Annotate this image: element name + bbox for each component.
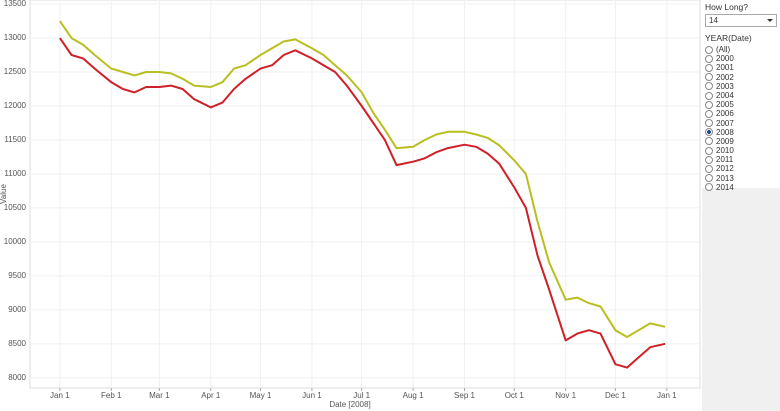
option-label: 2010 bbox=[716, 146, 734, 156]
radio-option[interactable]: 2005 bbox=[705, 100, 777, 109]
radio-button[interactable] bbox=[705, 155, 713, 164]
plot-area bbox=[29, 0, 701, 389]
chart: Date [2008] Value 8000 8500 9000 9500 10000 1… bbox=[0, 0, 701, 409]
option-label: (All) bbox=[716, 45, 731, 54]
y-tick-label: 10500 bbox=[4, 203, 27, 212]
x-tick-label: Jan 1 bbox=[657, 391, 677, 400]
y-tick-label: 11500 bbox=[4, 135, 26, 144]
x-tick-label: May 1 bbox=[250, 391, 272, 400]
radio-option[interactable]: 2010 bbox=[705, 146, 777, 155]
y-tick-label: 10000 bbox=[4, 237, 27, 246]
radio-option[interactable]: 2011 bbox=[705, 155, 777, 164]
option-label: 2006 bbox=[716, 109, 734, 119]
radio-option[interactable]: 2006 bbox=[705, 109, 777, 118]
option-label: 2009 bbox=[716, 136, 734, 146]
option-label: 2004 bbox=[716, 90, 734, 100]
radio-button[interactable] bbox=[705, 45, 713, 54]
x-tick-label: Jul 1 bbox=[353, 391, 370, 400]
x-tick-label: Sep 1 bbox=[454, 391, 475, 400]
radio-button[interactable] bbox=[705, 91, 713, 100]
radio-button[interactable] bbox=[705, 109, 713, 118]
x-tick-label: Jun 1 bbox=[302, 391, 322, 400]
radio-button[interactable] bbox=[705, 82, 713, 91]
x-axis-label: Date [2008] bbox=[329, 400, 370, 409]
radio-button[interactable] bbox=[705, 100, 713, 109]
radio-button[interactable] bbox=[705, 73, 713, 82]
option-label: 2012 bbox=[716, 164, 734, 174]
radio-button[interactable] bbox=[705, 146, 713, 155]
radio-option[interactable]: 2007 bbox=[705, 119, 777, 128]
filter-panel: How Long? 14 YEAR(Date) (All) 2000 2001 200… bbox=[702, 0, 780, 411]
radio-option[interactable]: 2009 bbox=[705, 137, 777, 146]
y-tick-label: 13500 bbox=[4, 0, 27, 8]
line bbox=[59, 20, 666, 338]
y-tick-label: 9000 bbox=[8, 305, 26, 314]
radio-button[interactable] bbox=[705, 137, 713, 146]
x-tick-label: Oct 1 bbox=[505, 391, 525, 400]
y-axis-label: Value bbox=[0, 184, 8, 204]
option-label: 2003 bbox=[716, 81, 734, 91]
radio-option[interactable]: 2000 bbox=[705, 54, 777, 63]
option-label: 2014 bbox=[716, 182, 734, 192]
y-tick-label: 9500 bbox=[8, 271, 26, 280]
x-tick-label: Nov 1 bbox=[555, 391, 576, 400]
radio-option[interactable]: 2003 bbox=[705, 82, 777, 91]
option-label: 2013 bbox=[716, 173, 734, 183]
filter-label: YEAR(Date) bbox=[705, 33, 752, 43]
radio-option[interactable]: (All) bbox=[705, 45, 777, 54]
radio-button[interactable] bbox=[705, 183, 713, 192]
y-tick-label: 13000 bbox=[4, 33, 27, 42]
y-tick-label: 8000 bbox=[8, 373, 26, 382]
radio-option[interactable]: 2001 bbox=[705, 63, 777, 72]
radio-option[interactable]: 2013 bbox=[705, 174, 777, 183]
x-tick-label: Aug 1 bbox=[403, 391, 424, 400]
radio-button[interactable] bbox=[705, 165, 713, 174]
radio-option[interactable]: 2012 bbox=[705, 164, 777, 173]
x-tick-label: Feb 1 bbox=[101, 391, 122, 400]
radio-option[interactable]: 2008 bbox=[705, 128, 777, 137]
option-label: 2011 bbox=[716, 155, 734, 165]
x-tick-label: Apr 1 bbox=[201, 391, 221, 400]
line bbox=[59, 37, 666, 369]
radio-option[interactable]: 2002 bbox=[705, 73, 777, 82]
option-label: 2000 bbox=[716, 54, 734, 64]
y-tick-label: 12000 bbox=[4, 101, 27, 110]
dropdown[interactable]: 14 bbox=[705, 14, 777, 27]
x-tick-label: Dec 1 bbox=[605, 391, 626, 400]
radio-button[interactable] bbox=[705, 63, 713, 72]
option-label: 2007 bbox=[716, 118, 734, 128]
options: (All) 2000 2001 2002 2003 2004 2005 2006 2007 200… bbox=[705, 45, 777, 192]
radio-button[interactable] bbox=[705, 174, 713, 183]
filter-box: How Long? 14 YEAR(Date) (All) 2000 2001 200… bbox=[702, 0, 780, 192]
y-tick-label: 12500 bbox=[4, 67, 27, 76]
radio-button[interactable] bbox=[705, 128, 713, 137]
option-label: 2005 bbox=[716, 100, 734, 110]
radio-button[interactable] bbox=[705, 119, 713, 128]
option-label: 2002 bbox=[716, 72, 734, 82]
option-label: 2001 bbox=[716, 63, 734, 73]
option-label: 2008 bbox=[716, 127, 734, 137]
y-tick-label: 8500 bbox=[8, 339, 26, 348]
x-tick-label: Jan 1 bbox=[50, 391, 70, 400]
radio-option[interactable]: 2014 bbox=[705, 183, 777, 192]
y-tick-label: 11000 bbox=[4, 169, 26, 178]
radio-button[interactable] bbox=[705, 54, 713, 63]
x-tick-label: Mar 1 bbox=[149, 391, 170, 400]
radio-option[interactable]: 2004 bbox=[705, 91, 777, 100]
parameter-label: How Long? bbox=[705, 2, 749, 12]
